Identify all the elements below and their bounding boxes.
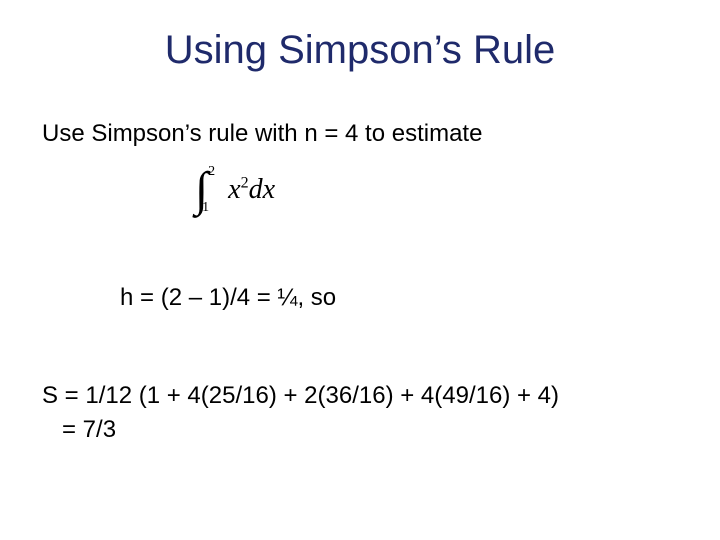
intro-text: Use Simpson’s rule with n = 4 to estimat… bbox=[42, 118, 482, 149]
integrand: x2dx bbox=[228, 174, 275, 206]
integral-expression: ∫ 2 1 x2dx bbox=[195, 166, 275, 214]
slide: Using Simpson’s Rule Use Simpson’s rule … bbox=[0, 0, 720, 540]
integrand-variable: x bbox=[228, 174, 240, 205]
integral-bounds: 2 1 bbox=[206, 166, 218, 214]
integrand-differential: dx bbox=[249, 174, 275, 205]
slide-title: Using Simpson’s Rule bbox=[0, 28, 720, 73]
result-text: = 7/3 bbox=[62, 414, 116, 445]
upper-bound: 2 bbox=[208, 164, 215, 180]
s-expression-text: S = 1/12 (1 + 4(25/16) + 2(36/16) + 4(49… bbox=[42, 380, 559, 411]
lower-bound: 1 bbox=[202, 200, 209, 216]
h-definition-text: h = (2 – 1)/4 = ¼, so bbox=[120, 282, 336, 313]
integrand-exponent: 2 bbox=[241, 175, 249, 192]
